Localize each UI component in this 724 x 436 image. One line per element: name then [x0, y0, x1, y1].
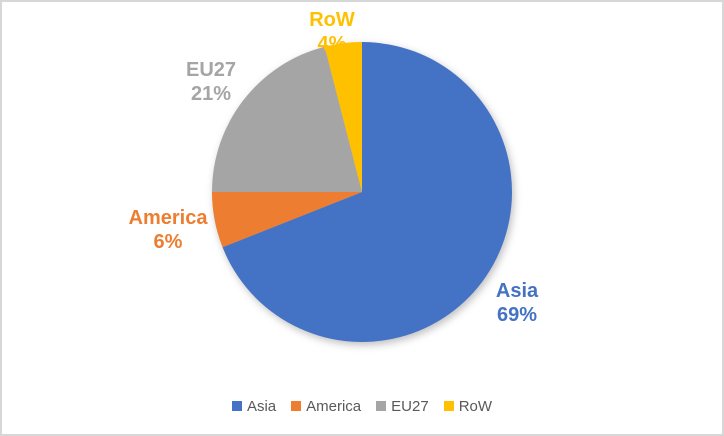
data-label-eu27: EU27 21% — [186, 58, 236, 106]
data-label-row: RoW 4% — [309, 8, 355, 56]
legend-item-asia: Asia — [231, 397, 277, 415]
legend-item-row: RoW — [443, 397, 493, 415]
legend-label-eu27: EU27 — [391, 397, 429, 415]
data-label-row-pct: 4% — [317, 33, 347, 55]
pie-slice-row — [324, 42, 362, 192]
data-label-america-name: America — [128, 207, 208, 229]
legend-label-america: America — [306, 397, 362, 415]
pie-slice-america — [212, 192, 362, 248]
legend-label-asia: Asia — [246, 397, 277, 415]
data-label-row-name: RoW — [309, 9, 355, 31]
data-label-asia-name: Asia — [495, 280, 539, 302]
legend-swatch-row — [443, 401, 454, 411]
legend-swatch-eu27 — [376, 401, 387, 411]
pie-slice-eu27 — [212, 46, 362, 193]
data-label-america-pct: 6% — [153, 231, 183, 253]
chart-legend: Asia America EU27 RoW — [2, 395, 722, 417]
data-label-eu27-pct: 21% — [190, 83, 232, 105]
legend-item-eu27: EU27 — [376, 398, 429, 415]
data-label-asia: Asia 69% — [496, 279, 538, 327]
data-label-asia-pct: 69% — [496, 304, 538, 326]
legend-label-row: RoW — [458, 397, 493, 415]
data-label-america: America 6% — [129, 206, 208, 254]
legend-swatch-asia — [231, 401, 242, 411]
pie-slice-asia — [222, 42, 512, 342]
legend-item-america: America — [291, 398, 361, 415]
legend-swatch-america — [291, 401, 302, 411]
data-label-eu27-name: EU27 — [185, 59, 237, 81]
